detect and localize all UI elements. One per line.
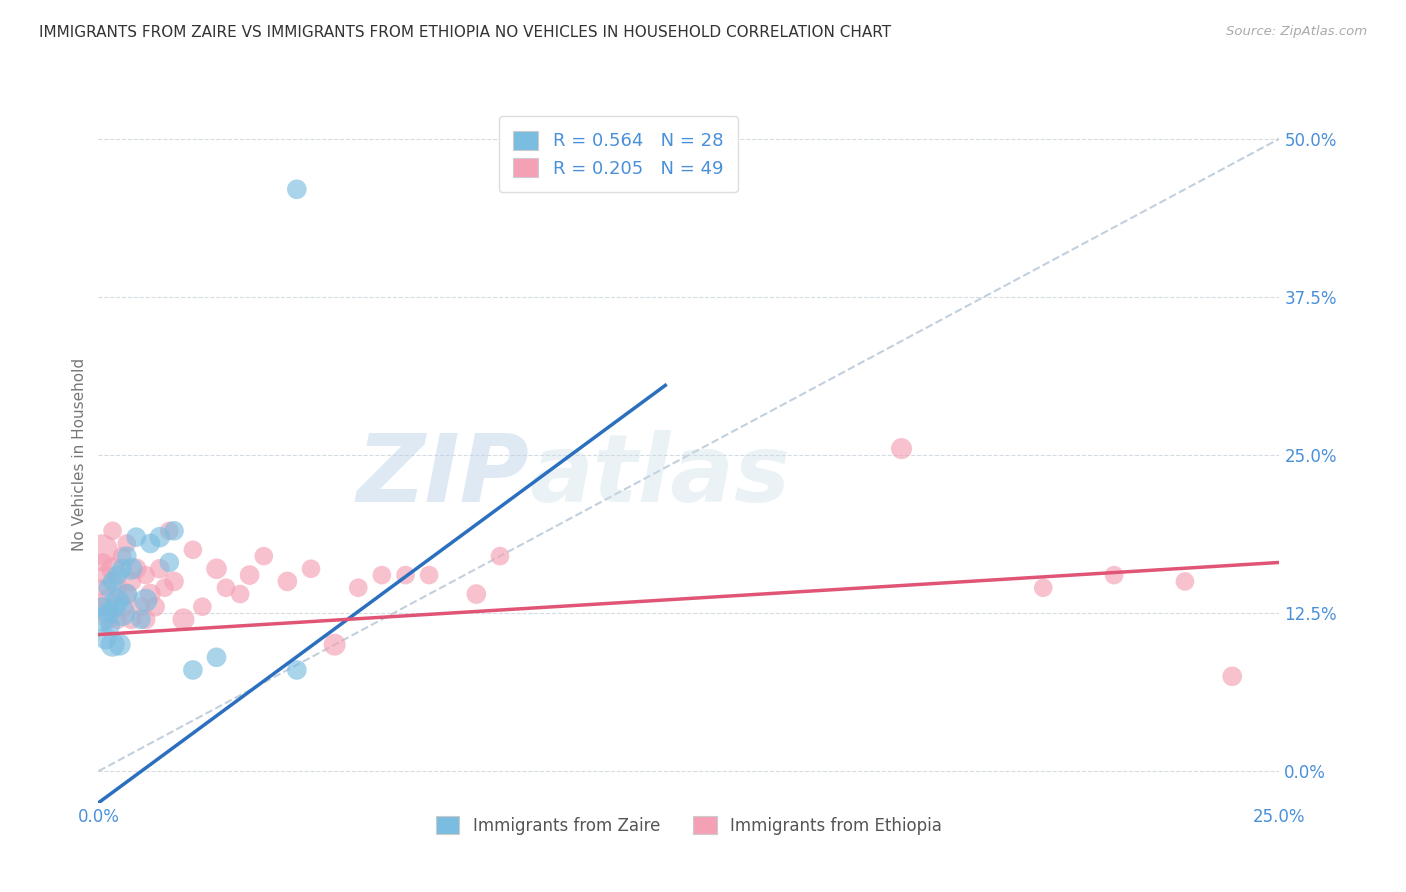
Text: ZIP: ZIP bbox=[357, 430, 530, 522]
Point bbox=[139, 587, 162, 601]
Point bbox=[121, 562, 143, 576]
Point bbox=[157, 524, 180, 538]
Point bbox=[121, 612, 143, 626]
Point bbox=[253, 549, 276, 563]
Point bbox=[276, 574, 298, 589]
Point bbox=[172, 612, 194, 626]
Point bbox=[1102, 568, 1125, 582]
Point bbox=[105, 593, 128, 607]
Point bbox=[105, 612, 128, 626]
Point bbox=[285, 663, 308, 677]
Point bbox=[94, 568, 117, 582]
Point bbox=[489, 549, 512, 563]
Point bbox=[229, 587, 252, 601]
Point bbox=[371, 568, 394, 582]
Point bbox=[163, 574, 186, 589]
Point bbox=[105, 568, 128, 582]
Point bbox=[135, 593, 157, 607]
Point bbox=[205, 562, 228, 576]
Point bbox=[91, 542, 114, 557]
Point bbox=[149, 530, 172, 544]
Point bbox=[115, 587, 138, 601]
Point bbox=[191, 599, 214, 614]
Y-axis label: No Vehicles in Household: No Vehicles in Household bbox=[72, 359, 87, 551]
Point bbox=[90, 581, 112, 595]
Point bbox=[97, 581, 120, 595]
Point bbox=[1174, 574, 1197, 589]
Point bbox=[125, 530, 148, 544]
Point bbox=[97, 612, 120, 626]
Text: IMMIGRANTS FROM ZAIRE VS IMMIGRANTS FROM ETHIOPIA NO VEHICLES IN HOUSEHOLD CORRE: IMMIGRANTS FROM ZAIRE VS IMMIGRANTS FROM… bbox=[39, 25, 891, 40]
Point bbox=[91, 556, 114, 570]
Point bbox=[115, 536, 138, 550]
Point bbox=[465, 587, 488, 601]
Point bbox=[394, 568, 416, 582]
Point bbox=[205, 650, 228, 665]
Point bbox=[115, 549, 138, 563]
Point bbox=[111, 562, 134, 576]
Point bbox=[129, 599, 152, 614]
Point bbox=[108, 638, 131, 652]
Point bbox=[299, 562, 322, 576]
Point bbox=[91, 599, 114, 614]
Point bbox=[98, 618, 121, 632]
Point bbox=[149, 562, 172, 576]
Point bbox=[139, 536, 162, 550]
Point bbox=[1220, 669, 1243, 683]
Point bbox=[91, 612, 114, 626]
Point bbox=[101, 574, 124, 589]
Point bbox=[105, 581, 128, 595]
Text: atlas: atlas bbox=[530, 430, 790, 522]
Legend: Immigrants from Zaire, Immigrants from Ethiopia: Immigrants from Zaire, Immigrants from E… bbox=[425, 805, 953, 847]
Point bbox=[181, 663, 204, 677]
Point bbox=[239, 568, 262, 582]
Point bbox=[101, 638, 124, 652]
Point bbox=[94, 632, 117, 646]
Point bbox=[111, 599, 134, 614]
Point bbox=[121, 574, 143, 589]
Point bbox=[135, 568, 157, 582]
Point bbox=[111, 606, 134, 620]
Point bbox=[97, 606, 120, 620]
Point bbox=[323, 638, 346, 652]
Point bbox=[91, 599, 114, 614]
Point bbox=[135, 612, 157, 626]
Point bbox=[347, 581, 370, 595]
Point bbox=[97, 593, 120, 607]
Point bbox=[418, 568, 440, 582]
Point bbox=[163, 524, 186, 538]
Point bbox=[143, 599, 166, 614]
Point bbox=[101, 524, 124, 538]
Point bbox=[125, 562, 148, 576]
Text: Source: ZipAtlas.com: Source: ZipAtlas.com bbox=[1226, 25, 1367, 38]
Point bbox=[115, 587, 138, 601]
Point bbox=[111, 549, 134, 563]
Point bbox=[153, 581, 176, 595]
Point bbox=[101, 562, 124, 576]
Point bbox=[104, 599, 127, 614]
Point bbox=[285, 182, 308, 196]
Point bbox=[890, 442, 912, 456]
Point bbox=[157, 556, 180, 570]
Point bbox=[215, 581, 238, 595]
Point bbox=[129, 612, 152, 626]
Point bbox=[1032, 581, 1054, 595]
Point bbox=[181, 542, 204, 557]
